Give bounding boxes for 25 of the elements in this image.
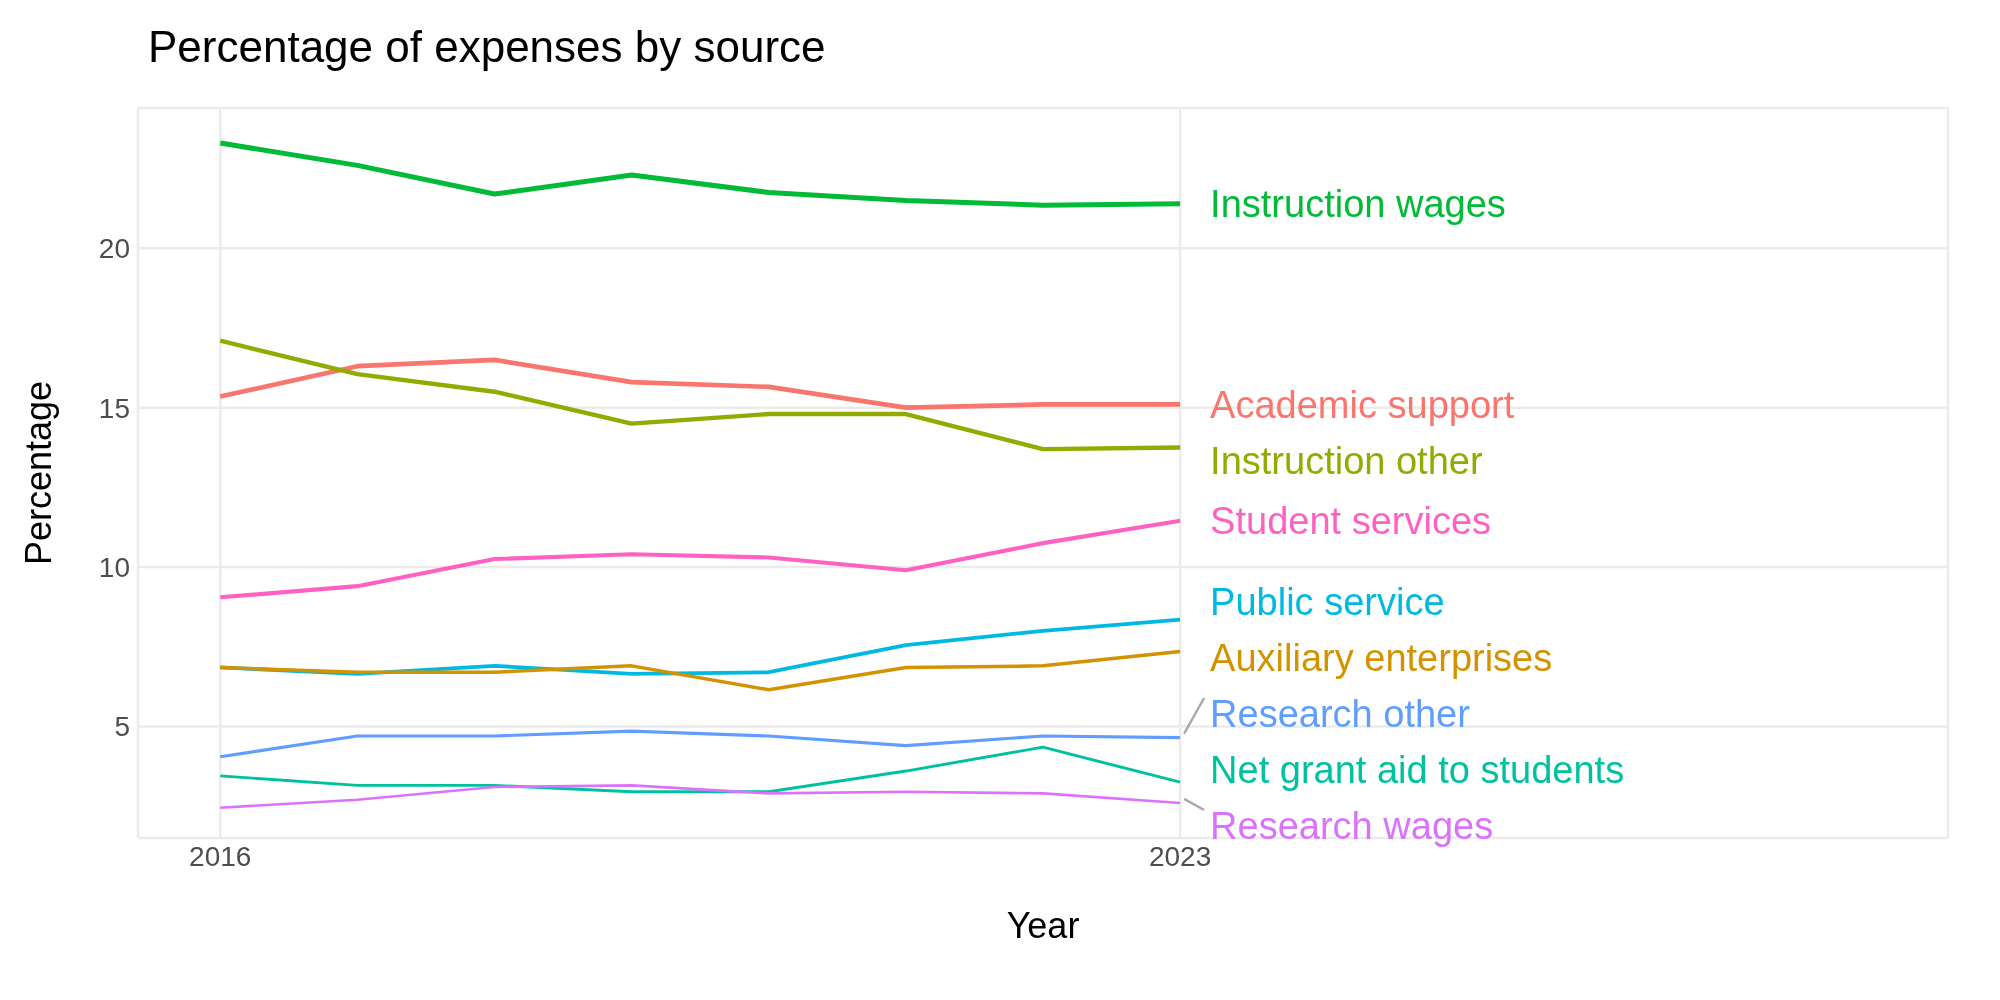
y-axis-title: Percentage bbox=[17, 380, 59, 566]
x-axis-title: Year bbox=[1006, 905, 1080, 946]
series-label: Instruction wages bbox=[1210, 182, 1506, 225]
x-tick-label: 2023 bbox=[1148, 840, 1212, 872]
line-series bbox=[217, 357, 1183, 410]
series-label: Student services bbox=[1210, 500, 1492, 543]
series-label: Auxiliary enterprises bbox=[1210, 637, 1553, 680]
x-tick-label: 2016 bbox=[189, 840, 252, 872]
line-series bbox=[218, 745, 1182, 794]
series-label: Research wages bbox=[1210, 805, 1494, 848]
series-label: Academic support bbox=[1210, 383, 1515, 426]
series-label: Instruction other bbox=[1210, 439, 1483, 482]
line-series bbox=[218, 518, 1183, 600]
y-tick-label: 15 bbox=[98, 392, 130, 424]
series-label: Public service bbox=[1210, 581, 1445, 624]
line-series bbox=[218, 649, 1182, 692]
y-tick-label: 20 bbox=[98, 233, 130, 265]
y-tick-label: 10 bbox=[98, 551, 130, 583]
line-series bbox=[218, 338, 1183, 452]
series-label: Research other bbox=[1210, 693, 1471, 736]
line-series bbox=[218, 784, 1182, 810]
chart-title: Percentage of expenses by source bbox=[148, 22, 826, 72]
y-tick-label: 5 bbox=[114, 711, 130, 743]
series-label: Net grant aid to students bbox=[1210, 749, 1625, 792]
line-series bbox=[218, 729, 1182, 759]
